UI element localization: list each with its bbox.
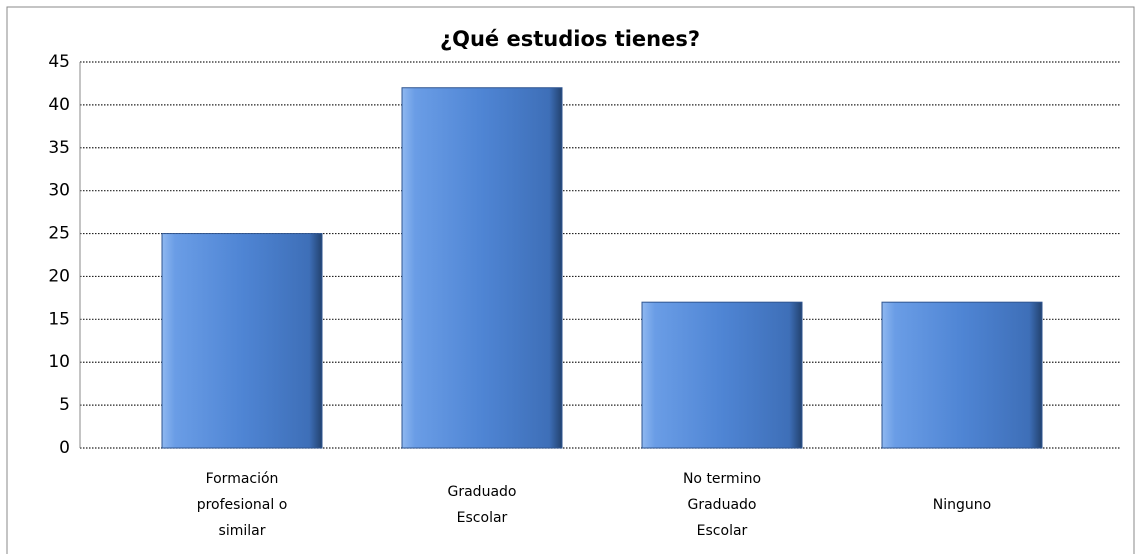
y-tick-label: 0 [59, 438, 70, 458]
bar [641, 301, 803, 449]
x-tick-label: Formación profesional o similar [196, 471, 288, 539]
y-tick-label: 10 [48, 352, 70, 372]
y-tick-label: 45 [48, 52, 70, 72]
x-tick-label: Ninguno [932, 497, 992, 513]
y-tick-label: 5 [59, 395, 70, 415]
bar [401, 87, 563, 449]
bar [881, 301, 1043, 449]
y-tick-label: 40 [48, 95, 70, 115]
y-tick-label: 35 [48, 138, 70, 158]
chart-title: ¿Qué estudios tienes? [440, 27, 700, 51]
y-tick-label: 25 [48, 224, 70, 244]
bar [161, 233, 323, 449]
x-tick-label: No termino Graduado Escolar [682, 471, 762, 539]
y-tick-label: 30 [48, 181, 70, 201]
y-tick-label: 20 [48, 266, 70, 286]
x-tick-label: Graduado Escolar [447, 484, 517, 526]
y-tick-label: 15 [48, 309, 70, 329]
